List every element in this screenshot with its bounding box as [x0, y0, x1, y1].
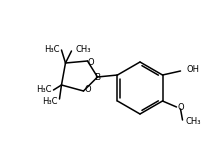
Text: H₃C: H₃C: [42, 96, 57, 105]
Text: O: O: [88, 58, 94, 67]
Text: O: O: [84, 85, 91, 94]
Text: CH₃: CH₃: [76, 45, 91, 54]
Text: B: B: [94, 73, 101, 82]
Text: H₃C: H₃C: [36, 86, 51, 95]
Text: OH: OH: [187, 65, 200, 74]
Text: O: O: [178, 103, 184, 111]
Text: CH₃: CH₃: [185, 118, 201, 126]
Text: H₃C: H₃C: [44, 44, 60, 53]
